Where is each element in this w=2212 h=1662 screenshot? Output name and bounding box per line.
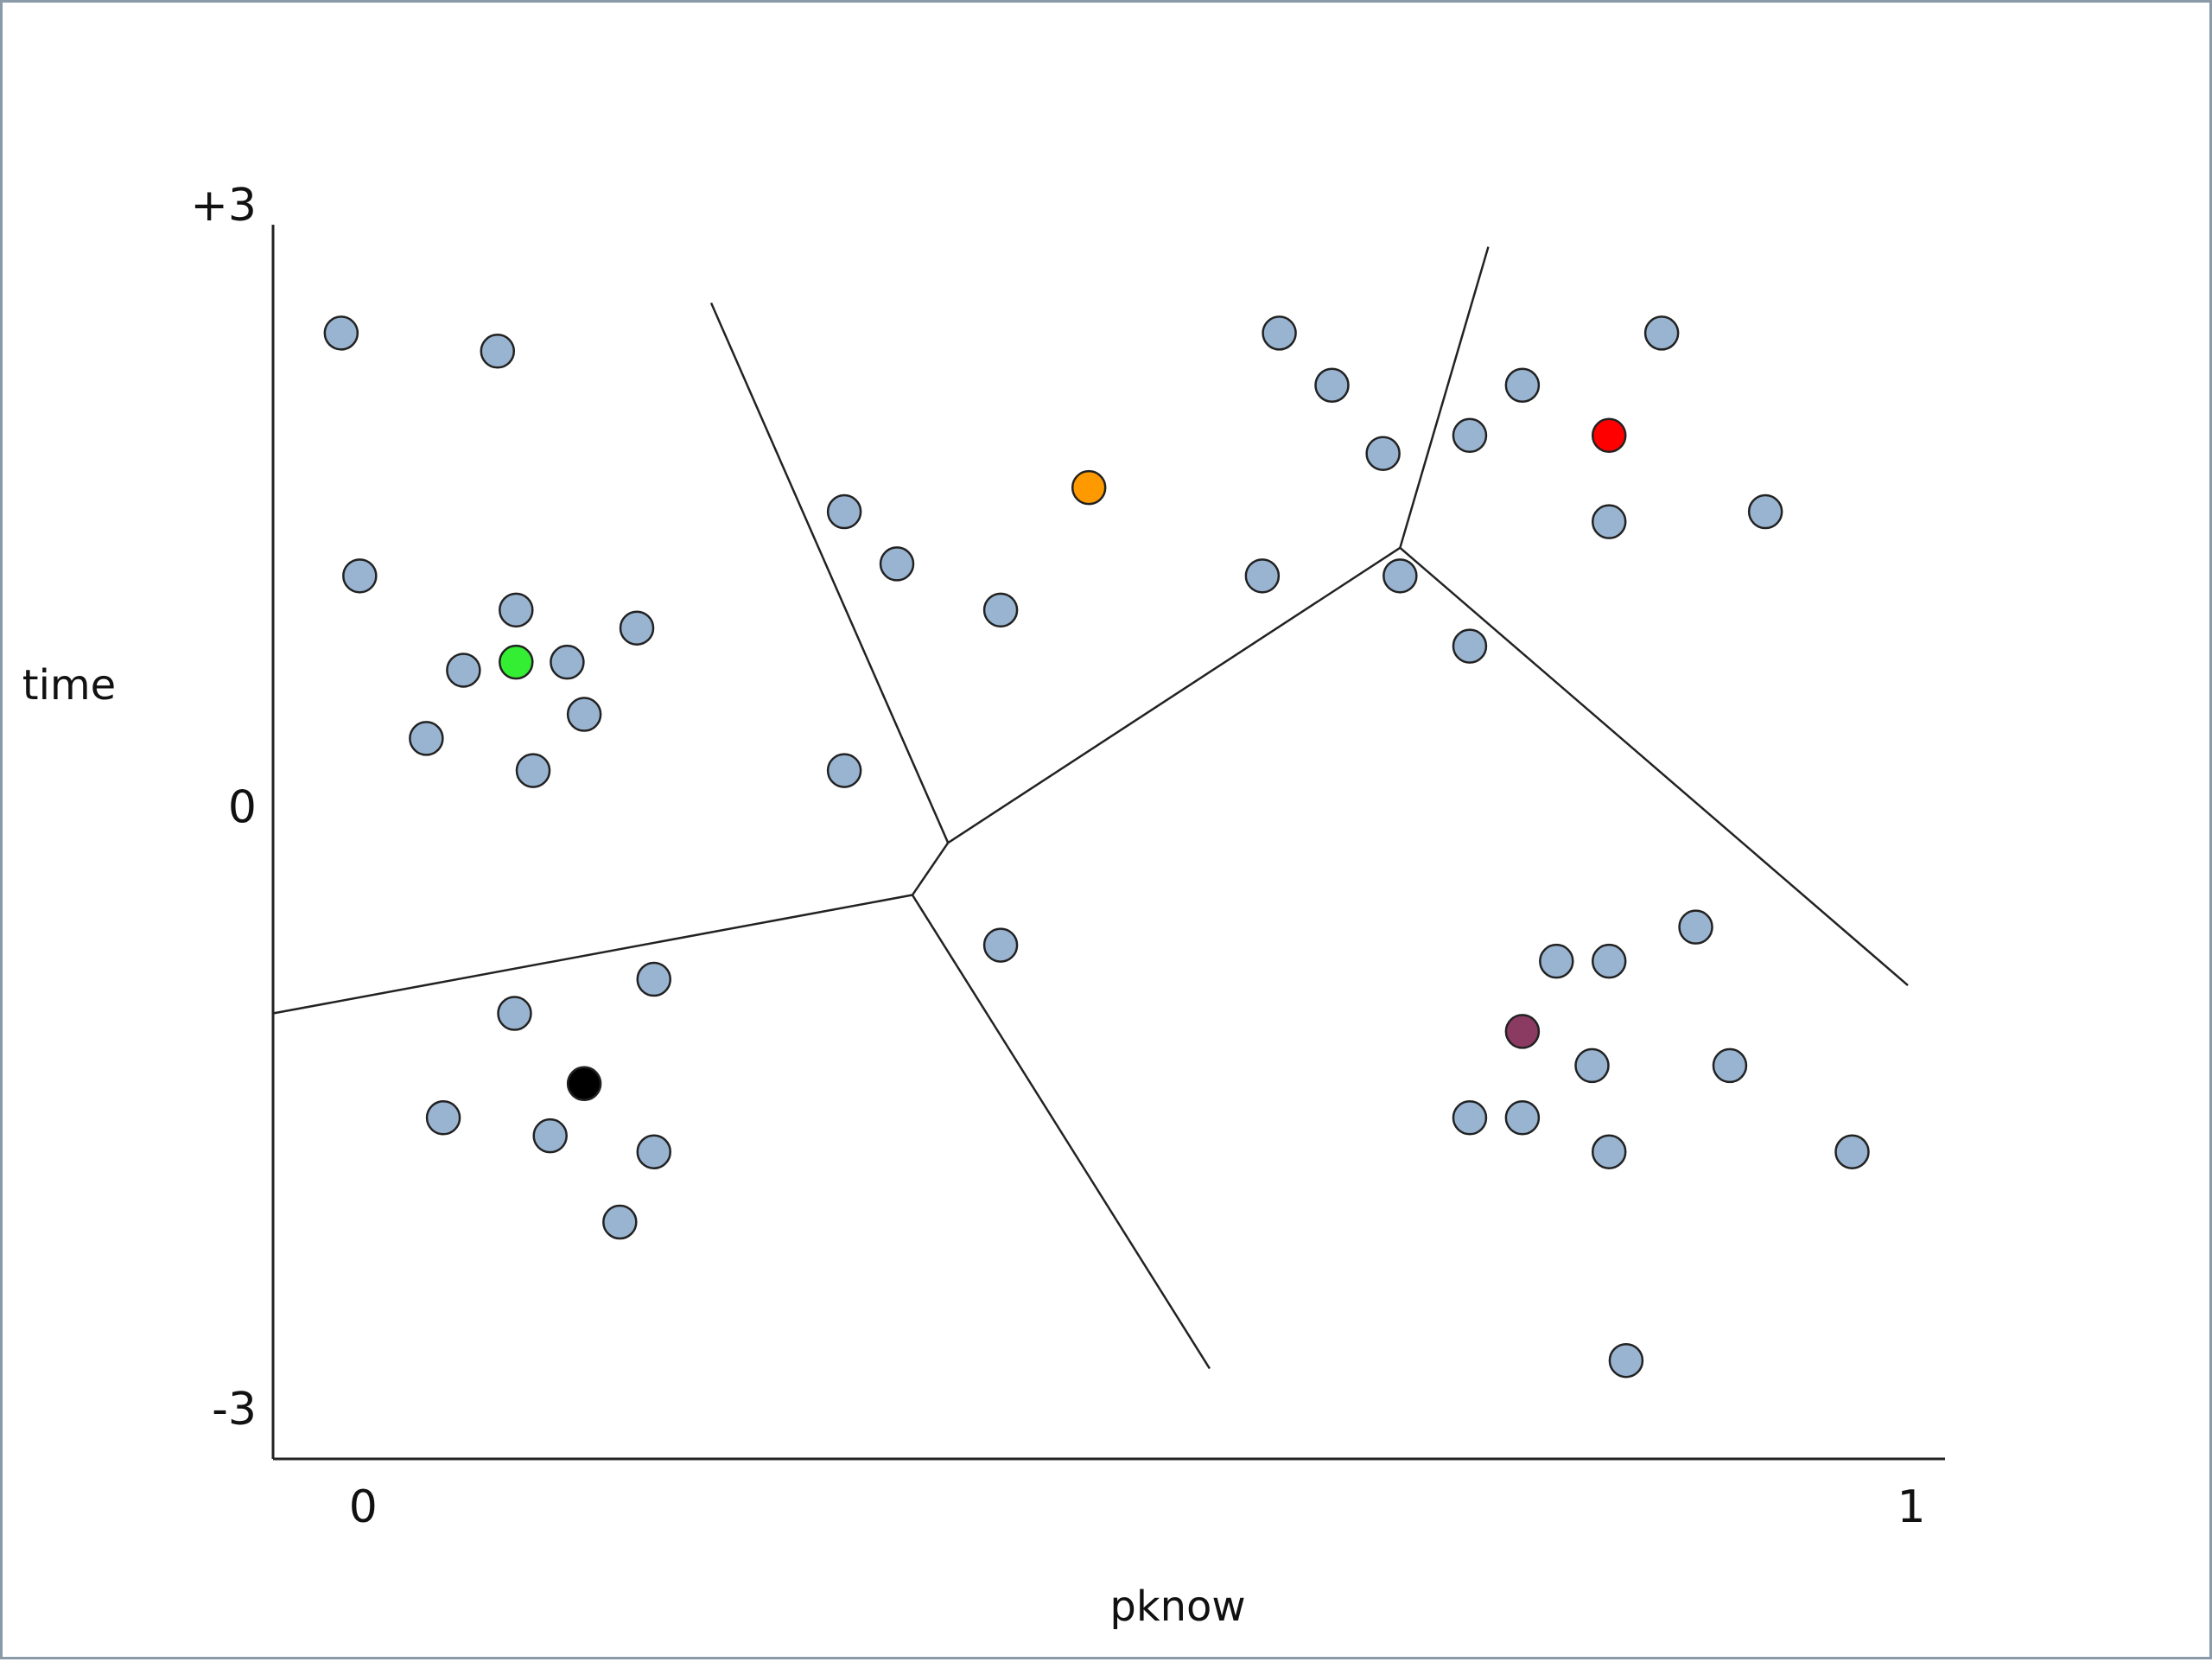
- data-point-10: [515, 753, 551, 788]
- centroids: [499, 417, 1627, 1102]
- data-point-29: [425, 1100, 461, 1136]
- data-point-3: [342, 558, 378, 594]
- centroid-point-2: [1071, 469, 1107, 506]
- data-point-25: [1747, 494, 1783, 530]
- data-point-9: [566, 697, 602, 732]
- boundary-line-1: [709, 302, 950, 844]
- data-point-1: [323, 315, 359, 351]
- data-point-6: [446, 653, 481, 688]
- boundary-line-6: [1399, 246, 1490, 549]
- x-axis-title: pknow: [1109, 1582, 1245, 1631]
- centroid-point-5: [1504, 1014, 1541, 1049]
- data-point-38: [1452, 1100, 1488, 1136]
- boundary-line-4: [911, 894, 1211, 1370]
- tick-labels: 0 1 +3 0 -3: [190, 180, 1925, 1533]
- data-point-35: [1591, 943, 1627, 979]
- data-point-20: [1452, 628, 1488, 664]
- centroid-point-4: [566, 1066, 602, 1102]
- data-point-26: [982, 927, 1019, 963]
- data-point-36: [1574, 1048, 1610, 1084]
- data-point-41: [1834, 1134, 1870, 1169]
- data-point-21: [1452, 417, 1488, 454]
- y-axis-title: time: [22, 661, 116, 710]
- data-point-8: [409, 721, 444, 756]
- x-tick-label: 0: [349, 1481, 378, 1533]
- data-point-16: [1314, 367, 1350, 404]
- centroid-point-1: [499, 644, 534, 680]
- boundary-line-7: [1399, 546, 1909, 986]
- data-point-27: [636, 961, 671, 997]
- data-point-34: [1539, 943, 1574, 979]
- y-tick-label: +3: [190, 180, 257, 232]
- data-point-18: [1244, 558, 1281, 594]
- boundary-line-2: [911, 842, 950, 896]
- data-point-37: [1712, 1048, 1748, 1084]
- data-point-33: [1678, 909, 1713, 945]
- data-point-14: [982, 592, 1019, 628]
- data-point-12: [826, 494, 862, 530]
- data-point-30: [532, 1118, 568, 1154]
- data-point-19: [1382, 558, 1418, 594]
- data-point-22: [1504, 367, 1541, 404]
- data-point-42: [1608, 1342, 1644, 1379]
- data-point-13: [879, 546, 915, 582]
- cluster-boundaries: [272, 246, 1909, 1370]
- data-point-2: [480, 334, 516, 369]
- data-points: [323, 315, 1870, 1379]
- centroid-point-3: [1591, 417, 1627, 454]
- x-tick-label: 1: [1897, 1481, 1925, 1533]
- boundary-line-5: [947, 546, 1402, 844]
- data-point-31: [636, 1134, 671, 1169]
- data-point-7: [550, 644, 585, 680]
- axes: [271, 225, 1945, 1461]
- data-point-23: [1643, 315, 1680, 351]
- data-point-11: [826, 753, 862, 788]
- data-point-24: [1591, 504, 1627, 539]
- data-point-15: [1262, 315, 1297, 351]
- data-point-39: [1504, 1100, 1541, 1136]
- voronoi-scatter-chart: 0 1 +3 0 -3 pknow time: [22, 180, 1945, 1631]
- data-point-28: [497, 996, 532, 1031]
- y-tick-label: -3: [212, 1384, 257, 1436]
- data-point-40: [1591, 1134, 1627, 1169]
- boundary-line-3: [272, 894, 913, 1015]
- data-point-17: [1365, 436, 1401, 471]
- data-point-32: [602, 1204, 638, 1240]
- data-point-5: [619, 610, 655, 646]
- data-point-4: [499, 592, 534, 628]
- y-tick-label: 0: [228, 781, 257, 833]
